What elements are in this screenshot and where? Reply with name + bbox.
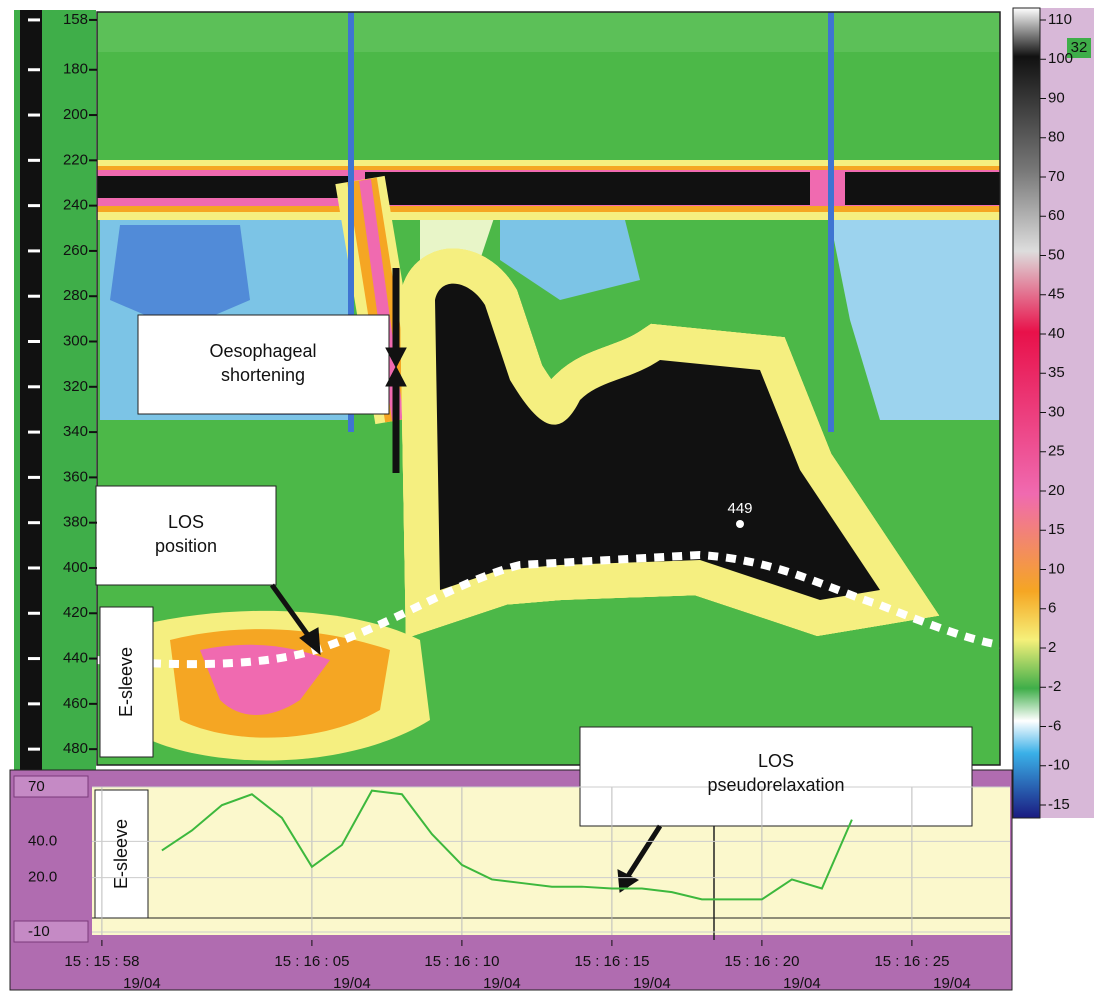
sensor-box <box>94 789 149 919</box>
colorbar-tick-label: 100 <box>1048 50 1073 67</box>
sensor-label: E-sleeve <box>116 647 136 717</box>
peak-label: 449 <box>727 500 752 517</box>
colorbar-tick-label: 30 <box>1048 403 1065 420</box>
x-tick-date: 19/04 <box>933 975 971 992</box>
y-tick-label: 40.0 <box>28 832 57 849</box>
colorbar-tick-label: -6 <box>1048 717 1061 734</box>
colorbar-tick-label: 35 <box>1048 364 1065 381</box>
x-tick-date: 19/04 <box>783 975 821 992</box>
arrows <box>269 268 663 893</box>
y-tick-label: 280 <box>63 287 88 304</box>
colorbar-tick-label: 50 <box>1048 246 1065 263</box>
peak-marker <box>736 520 744 528</box>
colorbar-tick-label: 2 <box>1048 639 1056 656</box>
colorbar-tick-label: 6 <box>1048 600 1056 617</box>
side-box <box>1067 38 1091 58</box>
y-tick-label: -10 <box>28 923 50 940</box>
annotation-box <box>95 485 277 586</box>
y-tick-label: 158 <box>63 11 88 28</box>
y-tick-label: 300 <box>63 332 88 349</box>
y-tick-label: 440 <box>63 650 88 667</box>
colorbar-tick-label: 90 <box>1048 89 1065 106</box>
colorbar-tick-label: -10 <box>1048 757 1070 774</box>
annotation: Oesophageal <box>209 341 316 361</box>
x-tick-label: 15 : 16 : 20 <box>724 953 799 970</box>
y-tick-label: 20.0 <box>28 869 57 886</box>
colorbar-tick-label: 80 <box>1048 129 1065 146</box>
colorbar-tick-label: -15 <box>1048 796 1070 813</box>
colorbar-tick-label: 70 <box>1048 168 1065 185</box>
x-tick-label: 15 : 16 : 10 <box>424 953 499 970</box>
sensor-box <box>99 606 154 758</box>
y-tick-label: 360 <box>63 468 88 485</box>
side-label: 32 <box>1071 39 1088 56</box>
sensor-column <box>20 10 42 770</box>
x-tick-label: 15 : 16 : 05 <box>274 953 349 970</box>
y-tick-label: 320 <box>63 378 88 395</box>
trace <box>161 789 853 901</box>
annotation: shortening <box>221 365 305 385</box>
colorbar-tick-label: 45 <box>1048 286 1065 303</box>
x-tick-label: 15 : 16 : 25 <box>874 953 949 970</box>
colorbar <box>1012 7 1041 819</box>
y-tick-label: 380 <box>63 514 88 531</box>
colorbar-tick-label: 60 <box>1048 207 1065 224</box>
colorbar-tick-label: 20 <box>1048 482 1065 499</box>
colorbar-tick-label: -2 <box>1048 678 1061 695</box>
x-tick-date: 19/04 <box>123 975 161 992</box>
y-tick-label: 480 <box>63 740 88 757</box>
y-tick-label: 70 <box>28 778 45 795</box>
annotation: position <box>155 536 217 556</box>
colorbar-tick-label: 40 <box>1048 325 1065 342</box>
x-tick-label: 15 : 16 : 15 <box>574 953 649 970</box>
annotation: pseudorelaxation <box>707 775 844 795</box>
y-tick-label: 220 <box>63 151 88 168</box>
x-tick-date: 19/04 <box>333 975 371 992</box>
tick-box <box>13 775 89 798</box>
y-tick-label: 260 <box>63 242 88 259</box>
line <box>161 789 853 901</box>
x-tick-date: 19/04 <box>483 975 521 992</box>
sensor-label: E-sleeve <box>111 819 131 889</box>
y-tick-label: 460 <box>63 695 88 712</box>
annotation-box <box>579 726 973 827</box>
y-tick-label: 200 <box>63 106 88 123</box>
y-tick-label: 180 <box>63 61 88 78</box>
annotation-box <box>137 314 390 415</box>
colorbar-tick-label: 15 <box>1048 521 1065 538</box>
annotation: LOS <box>758 751 794 771</box>
x-tick-label: 15 : 15 : 58 <box>64 953 139 970</box>
annotation: LOS <box>168 512 204 532</box>
y-tick-label: 340 <box>63 423 88 440</box>
colorbar-tick-label: 10 <box>1048 560 1065 577</box>
y-tick-label: 400 <box>63 559 88 576</box>
y-tick-label: 240 <box>63 197 88 214</box>
heatmap-frame <box>96 11 1001 766</box>
colorbar-panel <box>1040 8 1094 818</box>
y-tick-label: 420 <box>63 604 88 621</box>
colorbar-tick-label: 25 <box>1048 443 1065 460</box>
colorbar-tick-label: 110 <box>1048 11 1072 28</box>
x-tick-date: 19/04 <box>633 975 671 992</box>
tick-box <box>13 920 89 943</box>
